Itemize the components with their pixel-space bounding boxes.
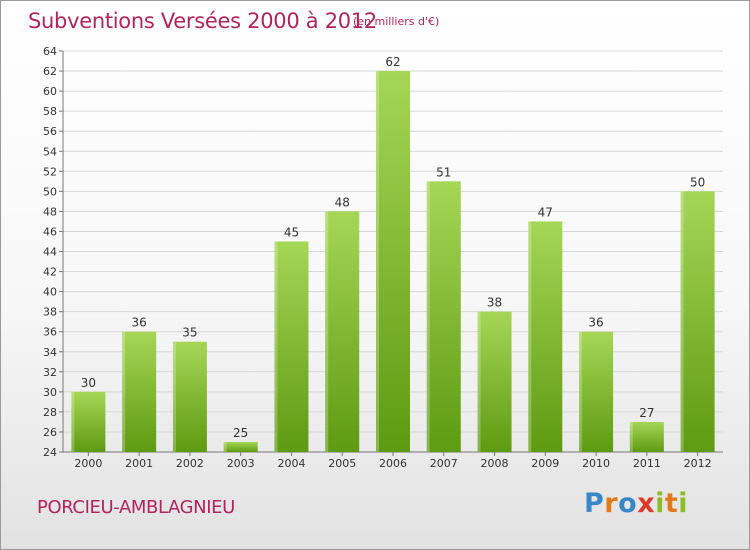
bar-highlight: [579, 331, 583, 452]
bar-highlight: [325, 211, 329, 452]
y-tick-label: 50: [43, 185, 57, 198]
bar-2010: [579, 331, 614, 452]
x-tick-label-2009: 2009: [531, 457, 559, 470]
y-tick-label: 42: [43, 266, 57, 279]
y-tick-label: 26: [43, 426, 57, 439]
y-tick-label: 30: [43, 386, 57, 399]
bar-2001: [122, 331, 157, 452]
y-tick-label: 54: [43, 145, 57, 158]
value-label-2003: 25: [233, 426, 248, 440]
value-label-2010: 36: [588, 316, 603, 330]
value-label-2011: 27: [639, 406, 654, 420]
y-tick-label: 28: [43, 406, 57, 419]
value-label-2009: 47: [538, 205, 553, 219]
x-tick-label-2005: 2005: [328, 457, 356, 470]
bar-2011: [629, 421, 664, 452]
bar-highlight: [528, 221, 532, 452]
bar-2009: [528, 221, 563, 452]
bar-highlight: [376, 71, 379, 453]
x-tick-label-2003: 2003: [227, 457, 255, 470]
x-tick-label-2000: 2000: [74, 457, 102, 470]
y-tick-label: 52: [43, 165, 57, 178]
bar-2006: [376, 71, 410, 453]
x-tick-label-2001: 2001: [125, 457, 153, 470]
bar-2007: [426, 181, 461, 452]
y-tick-label: 62: [43, 65, 57, 78]
x-tick-label-2002: 2002: [176, 457, 204, 470]
y-tick-label: 24: [43, 446, 57, 459]
bar-2008: [477, 311, 512, 452]
bar-2002: [172, 341, 207, 452]
bar-highlight: [477, 311, 481, 452]
bar-2003: [223, 441, 258, 452]
bar-2012: [680, 191, 715, 452]
value-label-2004: 45: [284, 225, 299, 239]
commune-name: PORCIEU-AMBLAGNIEU: [37, 497, 235, 518]
bar-highlight: [122, 331, 126, 452]
chart-subtitle: (en milliers d'€): [353, 15, 440, 28]
bar-2004: [274, 241, 309, 452]
bars-layer: [71, 71, 715, 453]
bar-highlight: [629, 421, 633, 452]
value-label-2008: 38: [487, 296, 502, 310]
value-label-2001: 36: [132, 316, 147, 330]
value-label-2002: 35: [182, 326, 197, 340]
x-tick-label-2012: 2012: [684, 457, 712, 470]
value-label-2012: 50: [690, 175, 705, 189]
bar-highlight: [426, 181, 430, 452]
x-tick-label-2011: 2011: [633, 457, 661, 470]
labels-layer: 30 2000 36 2001 35 2002 25 2003 45 2004 48 2005 62 20…: [74, 55, 711, 470]
y-tick-label: 60: [43, 85, 57, 98]
proxiti-logo[interactable]: Proxiti: [584, 488, 689, 519]
y-tick-label: 34: [43, 346, 57, 359]
value-label-2006: 62: [385, 55, 400, 69]
x-tick-label-2010: 2010: [582, 457, 610, 470]
y-tick-label: 46: [43, 225, 57, 238]
y-tick-label: 40: [43, 286, 57, 299]
bar-highlight: [71, 391, 75, 452]
bar-highlight: [274, 241, 278, 452]
x-tick-label-2007: 2007: [430, 457, 458, 470]
y-tick-label: 64: [43, 45, 57, 58]
y-tick-label: 38: [43, 306, 57, 319]
x-tick-label-2006: 2006: [379, 457, 407, 470]
bar-2000: [71, 391, 106, 452]
value-label-2007: 51: [436, 165, 451, 179]
y-tick-label: 44: [43, 246, 57, 259]
y-tick-label: 32: [43, 366, 57, 379]
value-label-2005: 48: [335, 195, 350, 209]
y-tick-label: 36: [43, 326, 57, 339]
y-tick-label: 48: [43, 205, 57, 218]
x-tick-label-2004: 2004: [277, 457, 305, 470]
bar-highlight: [223, 441, 227, 452]
bar-2005: [325, 211, 360, 452]
y-tick-label: 56: [43, 125, 57, 138]
bar-highlight: [172, 341, 176, 452]
chart-title: Subventions Versées 2000 à 2012: [28, 9, 377, 33]
bar-highlight: [680, 191, 684, 452]
value-label-2000: 30: [81, 376, 96, 390]
x-tick-label-2008: 2008: [481, 457, 509, 470]
y-tick-label: 58: [43, 105, 57, 118]
